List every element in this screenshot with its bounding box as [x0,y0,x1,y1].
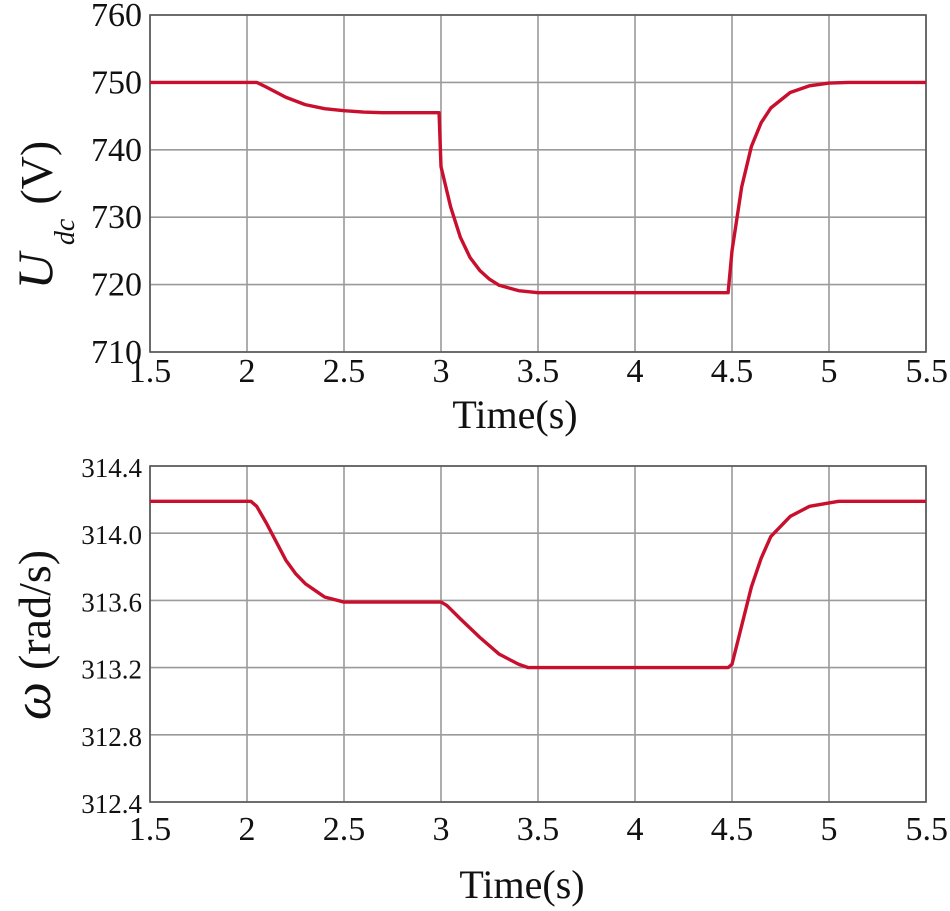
angular-speed-x-tick-1: 2 [239,811,256,848]
angular-speed-x-tick-6: 4.5 [711,811,754,848]
angular-speed-x-tick-8: 5.5 [906,811,949,848]
angular-speed-y-axis-label: ω (rad/s) [2,550,62,720]
dc-voltage-x-tick-0: 1.5 [129,353,172,390]
angular-speed-y-label-unit: (rad/s) [9,550,60,670]
dc-voltage-y-label-unit: (V) [11,141,62,205]
angular-speed-y-tick-labels: 312.4 312.8 313.2 313.6 314.0 314.4 [81,453,142,819]
dc-voltage-y-tick-1: 720 [91,267,142,304]
angular-speed-x-tick-5: 4 [627,811,644,848]
angular-speed-x-tick-3: 3 [433,811,450,848]
dc-voltage-x-tick-labels: 1.5 2 2.5 3 3.5 4 4.5 5 5.5 [129,353,948,390]
dc-voltage-x-tick-2: 2.5 [323,353,366,390]
dc-voltage-y-axis-label: Udc (V) [7,141,81,289]
dc-voltage-y-tick-2: 730 [91,199,142,236]
dc-voltage-x-tick-4: 3.5 [517,353,560,390]
angular-speed-x-tick-labels: 1.5 2 2.5 3 3.5 4 4.5 5 5.5 [129,811,948,848]
angular-speed-chart: 1.5 2 2.5 3 3.5 4 4.5 5 5.5 312.4 312.8 313.2 313.6… [2,453,948,907]
angular-speed-y-tick-0: 312.4 [81,789,142,819]
svg-text:ω(rad/s): ω (rad/s) [2,550,62,720]
dc-voltage-y-tick-labels: 710 720 730 740 750 760 [91,0,142,371]
dc-voltage-y-tick-4: 750 [91,64,142,101]
angular-speed-y-tick-4: 314.0 [81,520,142,550]
dc-voltage-y-tick-3: 740 [91,132,142,169]
dc-voltage-x-tick-7: 5 [821,353,838,390]
angular-speed-x-tick-2: 2.5 [323,811,366,848]
dc-voltage-chart: 1.5 2 2.5 3 3.5 4 4.5 5 5.5 710 720 730 740 750 760 T… [7,0,948,437]
angular-speed-plot-frame [149,465,927,803]
dc-voltage-x-tick-5: 4 [627,353,644,390]
angular-speed-x-tick-0: 1.5 [129,811,172,848]
angular-speed-x-tick-4: 3.5 [517,811,560,848]
angular-speed-y-tick-5: 314.4 [81,453,142,483]
dc-voltage-x-tick-1: 2 [239,353,256,390]
dc-voltage-plot-frame [149,14,927,353]
dc-voltage-x-tick-8: 5.5 [906,353,949,390]
dc-voltage-x-tick-3: 3 [433,353,450,390]
dc-voltage-y-tick-5: 760 [91,0,142,34]
dc-voltage-x-axis-label: Time(s) [452,392,577,437]
angular-speed-series-line [150,499,926,670]
angular-speed-y-tick-3: 313.6 [81,587,142,617]
angular-speed-x-tick-7: 5 [821,811,838,848]
angular-speed-y-label-symbol: ω [2,682,62,720]
dc-voltage-y-label-symbol: U [7,250,63,289]
angular-speed-grid [149,465,927,803]
angular-speed-y-tick-1: 312.8 [81,722,142,752]
dc-voltage-y-tick-0: 710 [91,334,142,371]
dc-voltage-x-tick-6: 4.5 [711,353,754,390]
dc-voltage-grid [149,14,927,353]
dc-voltage-y-label-subscript: dc [50,218,81,245]
dc-voltage-series-line [150,80,926,295]
angular-speed-y-tick-2: 313.2 [81,655,142,685]
svg-text:Udc(V): Udc (V) [7,141,81,289]
angular-speed-x-axis-label: Time(s) [459,862,584,907]
